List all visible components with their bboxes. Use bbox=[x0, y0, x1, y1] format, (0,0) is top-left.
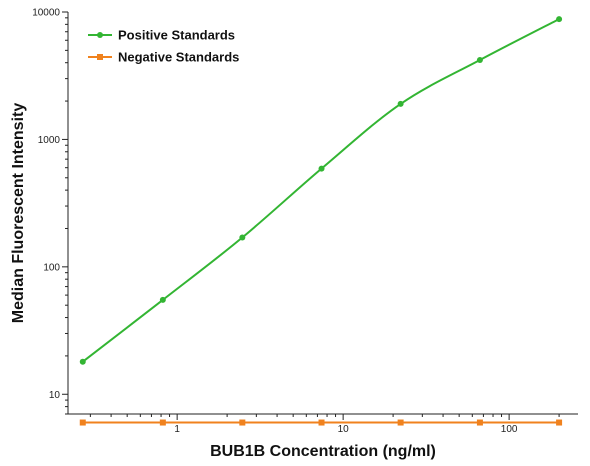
data-point bbox=[318, 419, 325, 426]
y-axis-title: Median Fluorescent Intensity bbox=[10, 103, 27, 324]
data-point bbox=[476, 57, 483, 64]
legend-label: Negative Standards bbox=[118, 50, 239, 65]
y-tick-label: 10000 bbox=[32, 8, 60, 19]
x-axis-title: BUB1B Concentration (ng/ml) bbox=[210, 443, 436, 460]
data-point bbox=[159, 296, 166, 303]
data-point bbox=[397, 419, 404, 426]
data-point bbox=[79, 358, 86, 365]
x-axis: 1 10 100 bbox=[68, 413, 578, 435]
series-line bbox=[82, 18, 560, 363]
legend-label: Positive Standards bbox=[118, 28, 235, 43]
y-tick-label: 10 bbox=[49, 390, 61, 401]
data-point bbox=[556, 419, 563, 426]
y-tick-label: 100 bbox=[43, 262, 60, 273]
series-layer bbox=[79, 16, 563, 426]
legend-item: Negative Standards bbox=[88, 50, 239, 65]
y-axis: 10 100 1000 10000 bbox=[32, 8, 69, 415]
data-point bbox=[476, 419, 483, 426]
legend-item: Positive Standards bbox=[88, 28, 235, 43]
x-tick-label: 10 bbox=[338, 424, 350, 435]
legend: Positive Standards Negative Standards bbox=[88, 28, 239, 65]
data-point bbox=[79, 419, 86, 426]
series-negative bbox=[79, 419, 563, 426]
legend-marker bbox=[97, 54, 103, 60]
series-positive bbox=[79, 16, 563, 365]
data-point bbox=[318, 165, 325, 172]
data-point bbox=[239, 419, 246, 426]
y-tick-label: 1000 bbox=[38, 135, 61, 146]
data-point bbox=[239, 234, 246, 241]
x-tick-label: 100 bbox=[501, 424, 518, 435]
data-point bbox=[397, 100, 404, 107]
x-tick-label: 1 bbox=[174, 424, 180, 435]
data-point bbox=[159, 419, 166, 426]
data-point bbox=[556, 16, 563, 23]
legend-marker bbox=[97, 32, 103, 38]
